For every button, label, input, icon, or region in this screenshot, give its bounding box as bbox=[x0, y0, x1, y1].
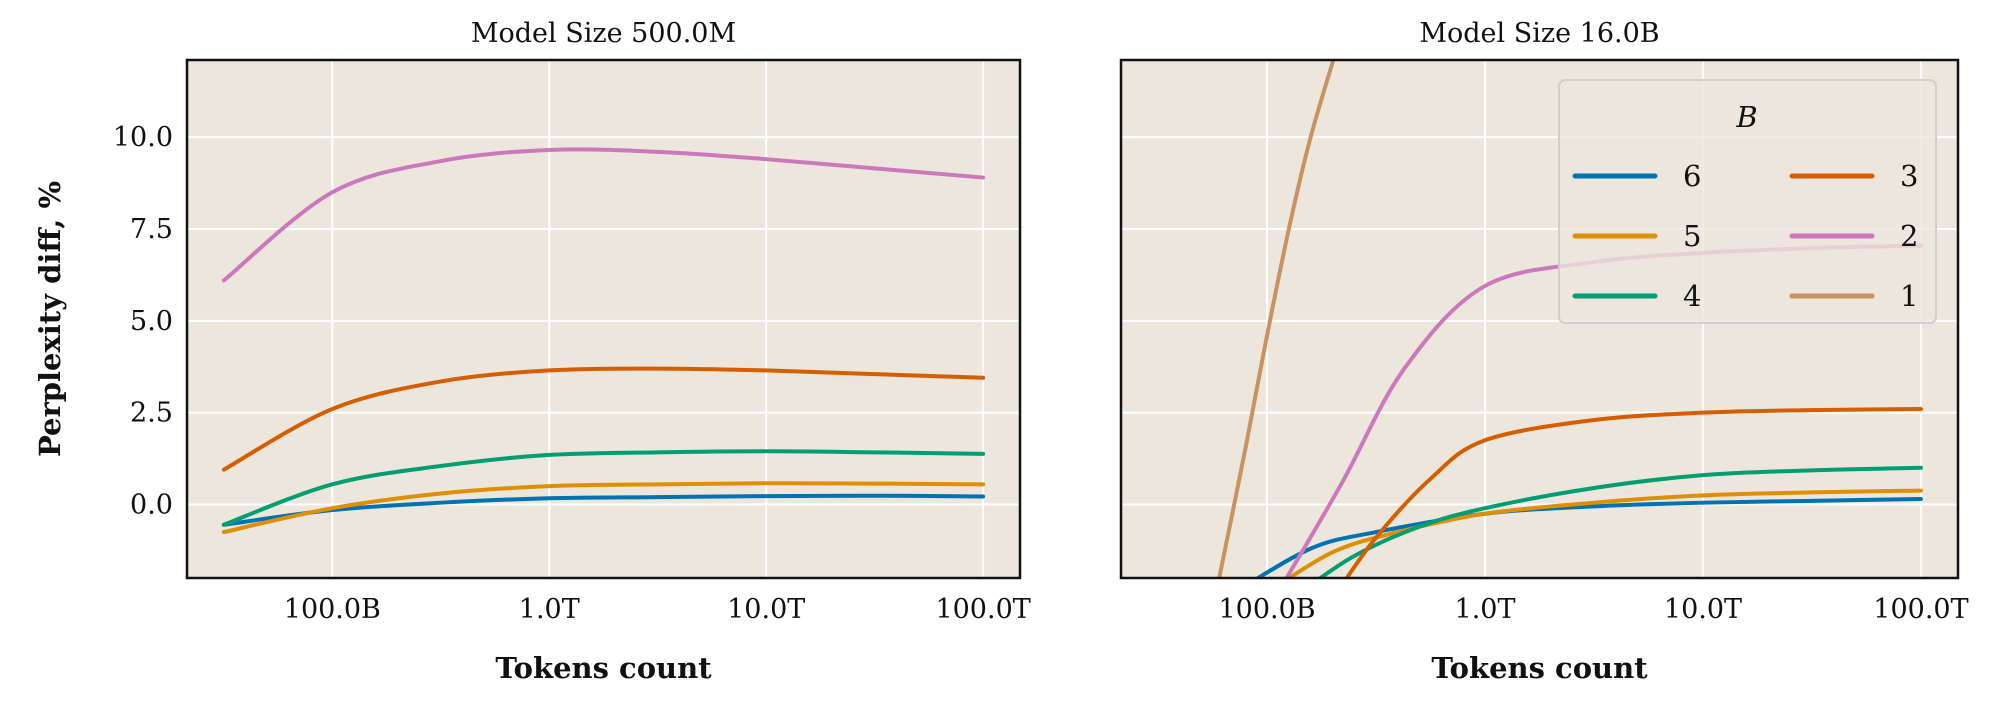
y-tick-label: 7.5 bbox=[130, 214, 173, 245]
legend-label: 6 bbox=[1683, 159, 1701, 193]
series-line-b5 bbox=[221, 481, 986, 535]
x-tick-label: 100.0T bbox=[935, 594, 1030, 625]
x-tick-label: 10.0T bbox=[727, 594, 805, 625]
series-line-b1 bbox=[1217, 60, 1336, 578]
legend-label: 1 bbox=[1900, 279, 1918, 313]
series-line-b6 bbox=[221, 493, 986, 527]
legend-item-b4: 4 bbox=[1572, 279, 1701, 313]
series-line-b3 bbox=[1344, 407, 1923, 578]
x-tick-label: 100.0B bbox=[1218, 594, 1315, 625]
x-tick-label: 1.0T bbox=[519, 594, 580, 625]
series-line-b2 bbox=[221, 147, 986, 283]
panel-title: Model Size 500.0M bbox=[471, 18, 736, 49]
legend: B6 5 4 3 2 1 bbox=[1558, 79, 1937, 324]
legend-item-b5: 5 bbox=[1572, 219, 1701, 253]
legend-item-b3: 3 bbox=[1789, 159, 1918, 193]
y-tick-label: 10.0 bbox=[113, 122, 173, 153]
y-tick-label: 5.0 bbox=[130, 306, 173, 337]
series-line-b5 bbox=[1285, 488, 1923, 578]
legend-label: 3 bbox=[1900, 159, 1918, 193]
x-tick-label: 100.0B bbox=[284, 594, 381, 625]
legend-title: B bbox=[1735, 100, 1757, 134]
series-line-b3 bbox=[221, 366, 986, 472]
legend-item-b1: 1 bbox=[1789, 279, 1918, 313]
legend-item-b6: 6 bbox=[1572, 159, 1701, 193]
x-tick-label: 1.0T bbox=[1455, 594, 1516, 625]
x-axis-label: Tokens count bbox=[495, 651, 712, 685]
axes-frame bbox=[185, 58, 1022, 580]
axes-frame bbox=[1119, 58, 1960, 580]
y-axis-label: Perplexity diff, % bbox=[33, 181, 67, 457]
x-axis-label: Tokens count bbox=[1431, 651, 1648, 685]
legend-item-b2: 2 bbox=[1789, 219, 1918, 253]
x-tick-label: 100.0T bbox=[1873, 594, 1968, 625]
x-tick-label: 10.0T bbox=[1664, 594, 1742, 625]
legend-label: 4 bbox=[1683, 279, 1701, 313]
plot-area bbox=[187, 60, 1020, 578]
legend-label: 2 bbox=[1900, 219, 1918, 253]
y-tick-label: 2.5 bbox=[130, 398, 173, 429]
legend-label: 5 bbox=[1683, 219, 1701, 253]
y-tick-label: 0.0 bbox=[130, 490, 173, 521]
series-line-b4 bbox=[221, 449, 986, 527]
panel-title: Model Size 16.0B bbox=[1419, 18, 1659, 49]
legend-box bbox=[1558, 79, 1937, 324]
series-line-b6 bbox=[1254, 497, 1923, 578]
panel-model-size-500m: 100.0B 1.0T 10.0T 100.0T 0.0 2.5 5.0 7.5 10.0 Mod… bbox=[113, 18, 1031, 685]
